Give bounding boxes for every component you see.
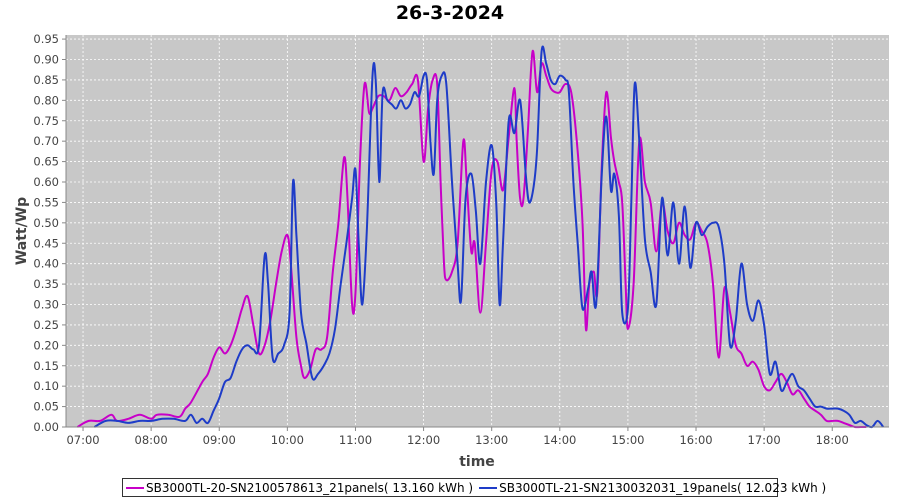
- legend-swatch-icon: [126, 486, 144, 489]
- legend: SB3000TL-20-SN2100578613_21panels( 13.16…: [122, 478, 826, 497]
- axes: 0.00 0.05 0.10 0.15 0.20 0.25 0.30 0.35 0.40 0.45…: [33, 32, 889, 447]
- y-tick-label: 0.90: [33, 53, 59, 67]
- x-tick-label: 09:00: [203, 433, 236, 447]
- x-tick-label: 08:00: [135, 433, 168, 447]
- x-tick-label: 16:00: [679, 433, 712, 447]
- y-tick-label: 0.00: [33, 420, 59, 434]
- x-tick-label: 07:00: [66, 433, 99, 447]
- y-tick-label: 0.65: [33, 155, 59, 169]
- y-tick-label: 0.40: [33, 257, 59, 271]
- x-tick-label: 18:00: [816, 433, 849, 447]
- y-tick-label: 0.20: [33, 338, 59, 352]
- y-tick-label: 0.85: [33, 73, 59, 87]
- y-tick-label: 0.60: [33, 175, 59, 189]
- chart-title: 26-3-2024: [395, 2, 505, 24]
- y-tick-label: 0.75: [33, 114, 59, 128]
- y-tick-label: 0.70: [33, 134, 59, 148]
- y-tick-label: 0.05: [33, 400, 59, 414]
- y-tick-label: 0.30: [33, 298, 59, 312]
- legend-label-series-2: SB3000TL-21-SN2130032031_19panels( 12.02…: [499, 480, 827, 495]
- x-tick-label: 13:00: [475, 433, 508, 447]
- legend-label-series-1: SB3000TL-20-SN2100578613_21panels( 13.16…: [146, 480, 474, 495]
- y-tick-label: 0.50: [33, 216, 59, 230]
- x-tick-label: 11:00: [339, 433, 372, 447]
- x-tick-label: 14:00: [543, 433, 576, 447]
- x-tick-label: 12:00: [407, 433, 440, 447]
- series-line-2: [93, 45, 885, 429]
- y-tick-label: 0.15: [33, 359, 59, 373]
- y-tick-label: 0.55: [33, 195, 59, 209]
- y-tick-label: 0.95: [33, 32, 59, 46]
- x-axis-label: time: [459, 454, 495, 470]
- legend-item-series-1: SB3000TL-20-SN2100578613_21panels( 13.16…: [126, 481, 473, 495]
- y-tick-label: 0.45: [33, 236, 59, 250]
- x-tick-label: 15:00: [611, 433, 644, 447]
- x-tick-label: 17:00: [748, 433, 781, 447]
- series-layer: [76, 45, 885, 429]
- legend-swatch-icon: [479, 486, 498, 489]
- y-tick-label: 0.10: [33, 379, 59, 393]
- y-axis-label: Watt/Wp: [14, 197, 30, 265]
- y-tick-label: 0.25: [33, 318, 59, 332]
- legend-item-series-2: SB3000TL-21-SN2130032031_19panels( 12.02…: [479, 481, 826, 495]
- y-tick-label: 0.80: [33, 93, 59, 107]
- y-tick-label: 0.35: [33, 277, 59, 291]
- x-tick-label: 10:00: [271, 433, 304, 447]
